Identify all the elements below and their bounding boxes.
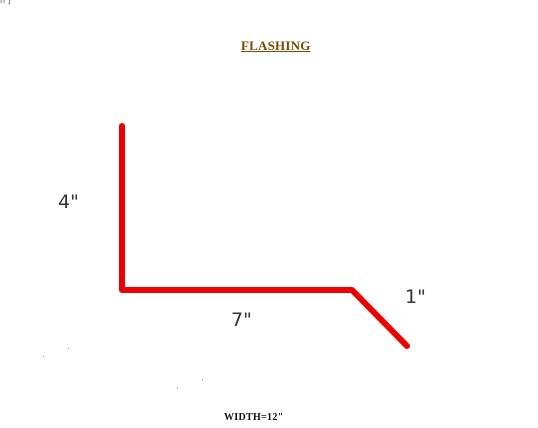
- corner-mark: h ]: [0, 0, 11, 5]
- speck: [43, 356, 44, 357]
- diagram-title: FLASHING: [241, 38, 311, 53]
- vertical-leg-dimension: 4": [58, 191, 79, 213]
- flashing-profile-line: [119, 123, 410, 349]
- width-label: WIDTH=12": [224, 412, 284, 423]
- drip-edge-dimension: 1": [405, 286, 426, 308]
- horizontal-leg-dimension: 7": [231, 309, 252, 331]
- speck: [68, 348, 69, 349]
- speck: [177, 387, 178, 388]
- speck: [202, 379, 203, 380]
